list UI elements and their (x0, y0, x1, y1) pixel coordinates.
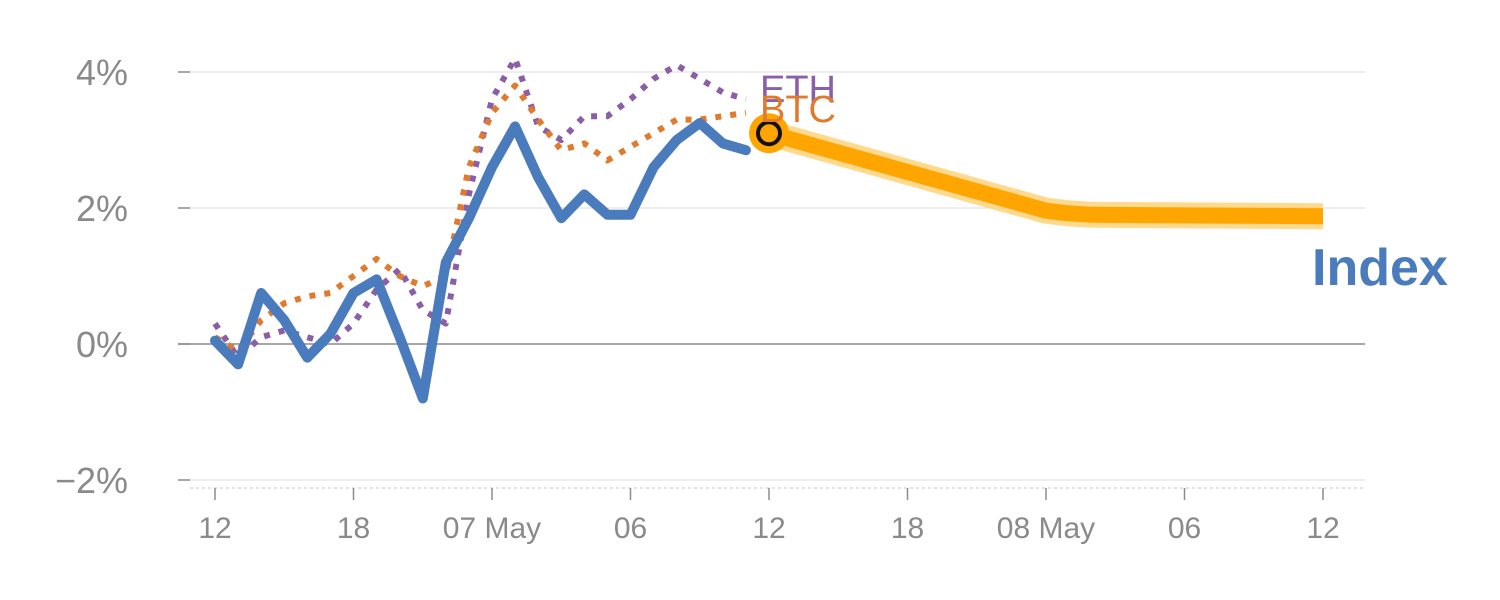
x-tick-label: 06 (1168, 512, 1201, 545)
index-line (210, 118, 751, 404)
x-tick-label: 06 (614, 512, 647, 545)
btc-series-label: BTC (760, 89, 836, 131)
forecast-line (766, 125, 1324, 225)
eth-series-label: ETH (760, 69, 836, 111)
btc-line (213, 82, 747, 354)
x-tick-label: 12 (1306, 512, 1339, 545)
x-tick-label: 08 May (997, 512, 1095, 545)
index-series-label: Index (1312, 239, 1448, 297)
x-tick-label: 18 (891, 512, 924, 545)
y-tick-label: 2% (76, 188, 128, 229)
marker-layer (749, 113, 789, 154)
x-tick-label: 18 (337, 512, 370, 545)
x-tick-label: 12 (752, 512, 785, 545)
x-tick-label: 12 (198, 512, 231, 545)
series-layer (210, 55, 1324, 404)
y-tick-label: 4% (76, 52, 128, 93)
eth-line (212, 55, 747, 361)
axis-layer: 4% 2% 0% −2% 12 18 07 May 06 12 18 08 May 06 12 (55, 52, 1365, 545)
label-layer: ETH BTC Index (760, 69, 1448, 297)
x-tick-label: 07 May (443, 512, 541, 545)
y-tick-label: −2% (55, 460, 128, 501)
y-tick-label: 0% (76, 324, 128, 365)
current-marker (756, 120, 782, 147)
